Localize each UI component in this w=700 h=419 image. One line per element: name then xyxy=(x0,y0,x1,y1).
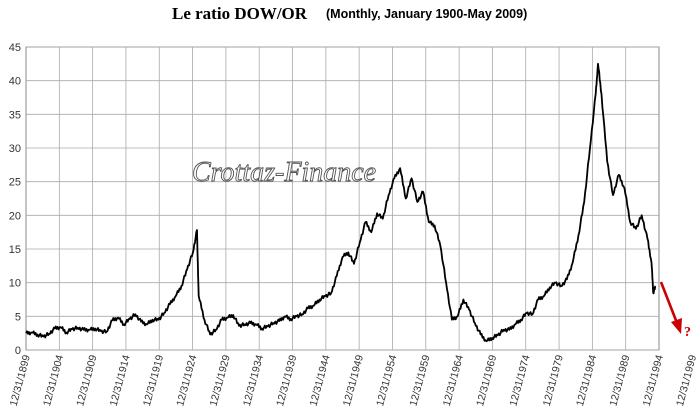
x-tick-label: 12/31/1979 xyxy=(541,354,566,408)
y-tick-label: 15 xyxy=(9,244,21,256)
y-tick-label: 40 xyxy=(9,76,21,88)
y-axis-ticks: 0 5 10 15 20 25 30 35 40 45 xyxy=(9,42,21,357)
x-tick-label: 12/31/1919 xyxy=(141,354,166,408)
x-tick-label: 12/31/1904 xyxy=(41,354,66,408)
x-tick-label: 12/31/1954 xyxy=(374,354,399,408)
y-tick-label: 5 xyxy=(15,311,21,323)
x-axis-ticks: 12/31/1899 12/31/1904 12/31/1909 12/31/1914… xyxy=(8,354,700,408)
x-tick-label: 12/31/1929 xyxy=(208,354,233,408)
y-tick-label: 20 xyxy=(9,210,21,222)
y-tick-label: 35 xyxy=(9,109,21,121)
x-tick-label: 12/31/1999 xyxy=(674,354,699,408)
x-tick-label: 12/31/1959 xyxy=(407,354,432,408)
chart-subtitle: (Monthly, January 1900-May 2009) xyxy=(326,7,527,21)
y-tick-label: 25 xyxy=(9,177,21,189)
x-tick-label: 12/31/1914 xyxy=(108,354,133,408)
x-tick-label: 12/31/1974 xyxy=(507,354,532,408)
trend-arrow-shaft xyxy=(659,281,679,324)
y-tick-label: 30 xyxy=(9,143,21,155)
y-tick-label: 10 xyxy=(9,278,21,290)
x-tick-label: 12/31/1909 xyxy=(74,354,99,408)
series-layer xyxy=(25,62,657,343)
x-tick-label: 12/31/1969 xyxy=(474,354,499,408)
question-mark-annotation: ? xyxy=(684,325,691,340)
watermark: Crottaz-Finance xyxy=(192,157,376,188)
x-tick-label: 12/31/1984 xyxy=(574,354,599,408)
y-tick-label: 0 xyxy=(15,345,21,357)
x-tick-label: 12/31/1899 xyxy=(8,354,33,408)
grid xyxy=(25,46,660,351)
x-tick-label: 12/31/1934 xyxy=(241,354,266,408)
plot-area xyxy=(25,46,660,351)
x-tick-label: 12/31/1989 xyxy=(607,354,632,408)
x-tick-label: 12/31/1944 xyxy=(308,354,333,408)
y-tick-label: 45 xyxy=(9,42,21,54)
series-line-0 xyxy=(25,62,657,343)
x-tick-label: 12/31/1994 xyxy=(641,354,666,408)
x-tick-label: 12/31/1949 xyxy=(341,354,366,408)
x-tick-label: 12/31/1939 xyxy=(274,354,299,408)
x-tick-label: 12/31/1924 xyxy=(174,354,199,408)
chart-title: Le ratio DOW/OR xyxy=(172,4,308,23)
trend-arrow-head xyxy=(671,318,682,334)
x-tick-label: 12/31/1964 xyxy=(441,354,466,408)
